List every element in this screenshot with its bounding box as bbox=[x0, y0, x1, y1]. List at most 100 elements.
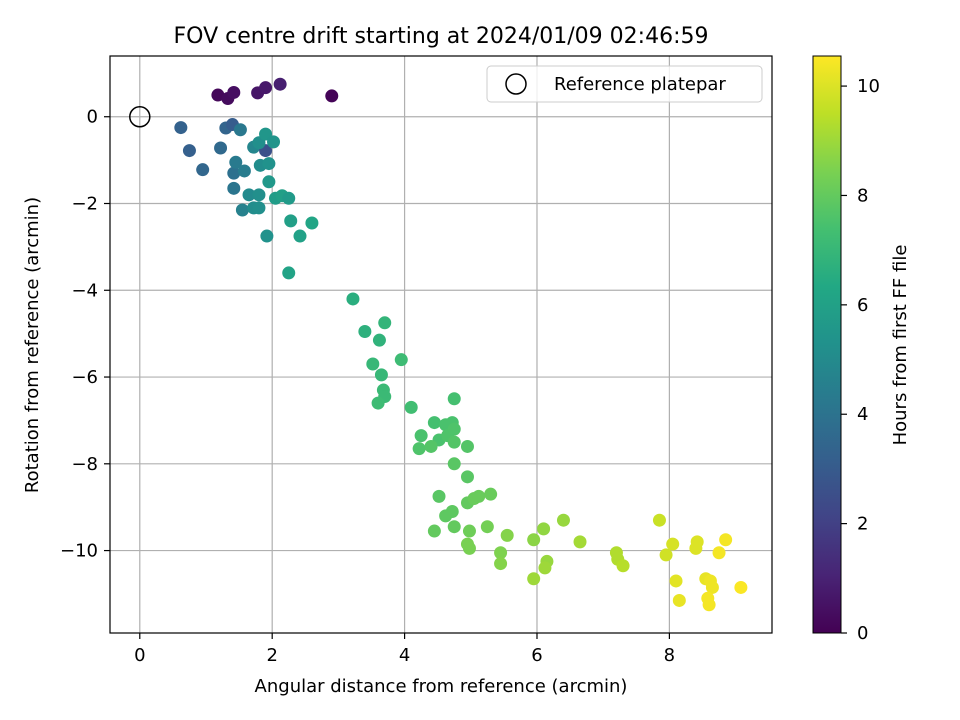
data-point bbox=[262, 175, 276, 189]
axes-frame bbox=[109, 55, 773, 634]
data-point bbox=[527, 572, 541, 586]
data-point bbox=[447, 392, 461, 406]
data-point bbox=[229, 155, 243, 169]
x-tick-label: 4 bbox=[399, 645, 410, 666]
data-point bbox=[573, 535, 587, 549]
y-tick-label: −10 bbox=[60, 541, 98, 562]
colorbar-tick-label: 2 bbox=[857, 514, 868, 535]
colorbar: 0 2 4 6 8 10 Hours from first FF file bbox=[812, 55, 911, 644]
data-point bbox=[394, 353, 408, 367]
data-point bbox=[374, 368, 388, 382]
data-point bbox=[293, 229, 307, 243]
data-point bbox=[372, 333, 386, 347]
data-point bbox=[371, 396, 385, 410]
data-point bbox=[233, 123, 247, 137]
data-point bbox=[305, 216, 319, 230]
data-point bbox=[427, 416, 441, 430]
data-point bbox=[427, 524, 441, 538]
data-point bbox=[237, 164, 251, 178]
data-point bbox=[227, 85, 241, 99]
data-point bbox=[447, 435, 461, 449]
data-point bbox=[538, 561, 552, 575]
data-point bbox=[325, 89, 339, 103]
data-point bbox=[196, 163, 210, 177]
data-point bbox=[705, 580, 719, 594]
x-tick-label: 6 bbox=[531, 645, 542, 666]
data-point bbox=[447, 520, 461, 534]
data-point bbox=[273, 77, 287, 91]
data-point bbox=[211, 88, 225, 102]
legend: Reference platepar bbox=[486, 65, 763, 103]
data-point bbox=[227, 181, 241, 195]
data-point bbox=[460, 439, 474, 453]
y-tick-label: −8 bbox=[71, 454, 98, 475]
data-point bbox=[556, 513, 570, 527]
plot-area: 0 2 4 6 8 0 −2 −4 −6 −8 −10 bbox=[60, 55, 773, 666]
data-point bbox=[262, 157, 276, 171]
data-point bbox=[366, 357, 380, 371]
data-point bbox=[252, 201, 266, 215]
data-point bbox=[447, 422, 461, 436]
x-tick-label: 8 bbox=[664, 645, 675, 666]
data-point bbox=[652, 513, 666, 527]
data-point bbox=[252, 188, 266, 202]
data-point bbox=[666, 537, 680, 551]
data-point bbox=[267, 135, 281, 149]
data-point bbox=[414, 429, 428, 443]
data-point bbox=[404, 400, 418, 414]
data-point bbox=[689, 541, 703, 555]
legend-box bbox=[486, 65, 763, 103]
data-point bbox=[462, 524, 476, 538]
data-point bbox=[260, 229, 274, 243]
data-point bbox=[378, 316, 392, 330]
y-tick-label: −6 bbox=[71, 367, 98, 388]
data-point bbox=[259, 127, 273, 141]
colorbar-tick-label: 8 bbox=[857, 185, 868, 206]
chart-title: FOV centre drift starting at 2024/01/09 … bbox=[174, 24, 709, 49]
data-point bbox=[484, 487, 498, 501]
data-point bbox=[537, 522, 551, 536]
data-point bbox=[242, 188, 256, 202]
x-tick-label: 2 bbox=[266, 645, 277, 666]
y-tick-label: −2 bbox=[71, 194, 98, 215]
data-point bbox=[527, 533, 541, 547]
colorbar-tick-label: 4 bbox=[857, 404, 868, 425]
data-point bbox=[472, 489, 486, 503]
data-point bbox=[712, 546, 726, 560]
data-point bbox=[174, 121, 188, 135]
data-point bbox=[672, 593, 686, 607]
data-point bbox=[447, 457, 461, 471]
data-point bbox=[282, 191, 296, 205]
colorbar-tick-label: 6 bbox=[857, 295, 868, 316]
y-tick-label: 0 bbox=[87, 107, 98, 128]
data-point bbox=[358, 324, 372, 338]
data-point bbox=[702, 598, 716, 612]
x-tick-label: 0 bbox=[134, 645, 145, 666]
data-point bbox=[480, 520, 494, 534]
data-point bbox=[734, 580, 748, 594]
data-point bbox=[412, 442, 426, 456]
data-point bbox=[214, 141, 228, 155]
data-point bbox=[182, 144, 196, 158]
colorbar-ticks: 0 2 4 6 8 10 bbox=[841, 76, 880, 644]
legend-reference-marker bbox=[505, 73, 527, 95]
data-point bbox=[432, 489, 446, 503]
data-point bbox=[616, 559, 630, 573]
y-tick-label: −4 bbox=[71, 280, 98, 301]
legend-label-reference-platepar: Reference platepar bbox=[554, 74, 726, 95]
colorbar-gradient bbox=[812, 55, 842, 634]
data-point bbox=[669, 574, 683, 588]
reference-platepar-marker bbox=[129, 105, 151, 128]
data-point bbox=[494, 546, 508, 560]
colorbar-tick-label: 0 bbox=[857, 623, 868, 644]
data-point bbox=[659, 548, 673, 562]
data-point bbox=[227, 166, 241, 180]
x-axis-label: Angular distance from reference (arcmin) bbox=[255, 676, 628, 697]
data-point bbox=[284, 214, 298, 228]
data-point bbox=[282, 266, 296, 280]
data-point bbox=[346, 292, 360, 306]
data-point bbox=[494, 557, 508, 571]
data-point bbox=[462, 541, 476, 555]
data-point bbox=[460, 470, 474, 484]
